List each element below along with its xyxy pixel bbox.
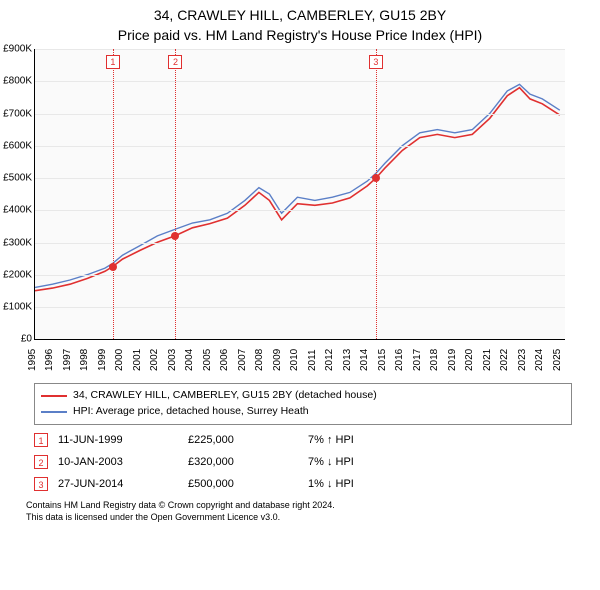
event-price: £500,000	[188, 478, 298, 490]
y-tick-label: £800K	[3, 76, 32, 87]
x-tick-label: 2018	[429, 349, 440, 371]
gridline	[35, 210, 565, 211]
y-tick-label: £500K	[3, 173, 32, 184]
x-tick-label: 2021	[482, 349, 493, 371]
y-tick-label: £200K	[3, 269, 32, 280]
legend: 34, CRAWLEY HILL, CAMBERLEY, GU15 2BY (d…	[34, 383, 572, 425]
x-tick-label: 2008	[254, 349, 265, 371]
gridline	[35, 243, 565, 244]
event-date: 11-JUN-1999	[58, 434, 178, 446]
x-tick-label: 2024	[534, 349, 545, 371]
event-dot	[109, 263, 117, 271]
event-vline	[113, 49, 114, 339]
event-date: 10-JAN-2003	[58, 456, 178, 468]
gridline	[35, 275, 565, 276]
legend-row: HPI: Average price, detached house, Surr…	[41, 404, 565, 420]
event-date: 27-JUN-2014	[58, 478, 178, 490]
event-marker-box: 1	[106, 55, 120, 69]
x-tick-label: 2020	[464, 349, 475, 371]
plot-area: 1 2 3	[34, 49, 565, 340]
x-tick-label: 2016	[394, 349, 405, 371]
x-tick-label: 2011	[307, 350, 318, 372]
x-tick-label: 2005	[202, 349, 213, 371]
x-tick-label: 2010	[289, 349, 300, 371]
y-tick-label: £700K	[3, 108, 32, 119]
event-row: 2 10-JAN-2003 £320,000 7% ↓ HPI	[34, 455, 572, 469]
x-tick-label: 2023	[517, 349, 528, 371]
legend-label: HPI: Average price, detached house, Surr…	[73, 404, 309, 420]
x-axis-labels: 1995199619971998199920002001200220032004…	[34, 341, 564, 381]
x-tick-label: 2022	[499, 349, 510, 371]
event-marker-box: 3	[369, 55, 383, 69]
x-tick-label: 2012	[324, 349, 335, 371]
title-line-1: 34, CRAWLEY HILL, CAMBERLEY, GU15 2BY	[0, 6, 600, 26]
gridline	[35, 81, 565, 82]
x-tick-label: 2017	[412, 349, 423, 371]
x-tick-label: 1997	[62, 349, 73, 371]
gridline	[35, 114, 565, 115]
y-tick-label: £600K	[3, 140, 32, 151]
gridline	[35, 49, 565, 50]
footer: Contains HM Land Registry data © Crown c…	[26, 499, 594, 523]
x-tick-label: 2025	[552, 349, 563, 371]
x-tick-label: 2006	[219, 349, 230, 371]
event-id-box: 2	[34, 455, 48, 469]
event-delta: 7% ↑ HPI	[308, 434, 572, 446]
x-tick-label: 2014	[359, 349, 370, 371]
footer-line-2: This data is licensed under the Open Gov…	[26, 511, 594, 523]
x-tick-label: 2000	[114, 349, 125, 371]
event-marker-box: 2	[168, 55, 182, 69]
line-series-svg	[35, 49, 565, 339]
event-row: 1 11-JUN-1999 £225,000 7% ↑ HPI	[34, 433, 572, 447]
y-tick-label: £900K	[3, 44, 32, 55]
x-tick-label: 2007	[237, 349, 248, 371]
x-tick-label: 2004	[184, 349, 195, 371]
y-tick-label: £0	[21, 334, 32, 345]
event-price: £225,000	[188, 434, 298, 446]
event-id-box: 3	[34, 477, 48, 491]
x-tick-label: 2015	[377, 349, 388, 371]
event-vline	[376, 49, 377, 339]
event-delta: 1% ↓ HPI	[308, 478, 572, 490]
x-tick-label: 1996	[44, 349, 55, 371]
event-delta: 7% ↓ HPI	[308, 456, 572, 468]
event-dot	[171, 232, 179, 240]
chart: £0£100K£200K£300K£400K£500K£600K£700K£80…	[34, 49, 594, 379]
x-tick-label: 1995	[27, 349, 38, 371]
x-tick-label: 1999	[97, 349, 108, 371]
event-dot	[372, 174, 380, 182]
legend-swatch	[41, 395, 67, 397]
event-id-box: 1	[34, 433, 48, 447]
y-tick-label: £400K	[3, 205, 32, 216]
x-tick-label: 2019	[447, 349, 458, 371]
legend-swatch	[41, 411, 67, 413]
gridline	[35, 178, 565, 179]
gridline	[35, 146, 565, 147]
chart-title: 34, CRAWLEY HILL, CAMBERLEY, GU15 2BY Pr…	[0, 6, 600, 45]
legend-label: 34, CRAWLEY HILL, CAMBERLEY, GU15 2BY (d…	[73, 388, 377, 404]
container: 34, CRAWLEY HILL, CAMBERLEY, GU15 2BY Pr…	[0, 0, 600, 523]
y-tick-label: £100K	[3, 301, 32, 312]
title-line-2: Price paid vs. HM Land Registry's House …	[0, 26, 600, 46]
x-tick-label: 2009	[272, 349, 283, 371]
y-tick-label: £300K	[3, 237, 32, 248]
x-tick-label: 2002	[149, 349, 160, 371]
x-tick-label: 1998	[79, 349, 90, 371]
gridline	[35, 307, 565, 308]
event-price: £320,000	[188, 456, 298, 468]
events-table: 1 11-JUN-1999 £225,000 7% ↑ HPI 2 10-JAN-2003…	[34, 433, 572, 491]
event-row: 3 27-JUN-2014 £500,000 1% ↓ HPI	[34, 477, 572, 491]
event-vline	[175, 49, 176, 339]
legend-row: 34, CRAWLEY HILL, CAMBERLEY, GU15 2BY (d…	[41, 388, 565, 404]
x-tick-label: 2001	[132, 349, 143, 371]
x-tick-label: 2003	[167, 349, 178, 371]
y-axis-labels: £0£100K£200K£300K£400K£500K£600K£700K£80…	[0, 49, 34, 339]
footer-line-1: Contains HM Land Registry data © Crown c…	[26, 499, 594, 511]
x-tick-label: 2013	[342, 349, 353, 371]
